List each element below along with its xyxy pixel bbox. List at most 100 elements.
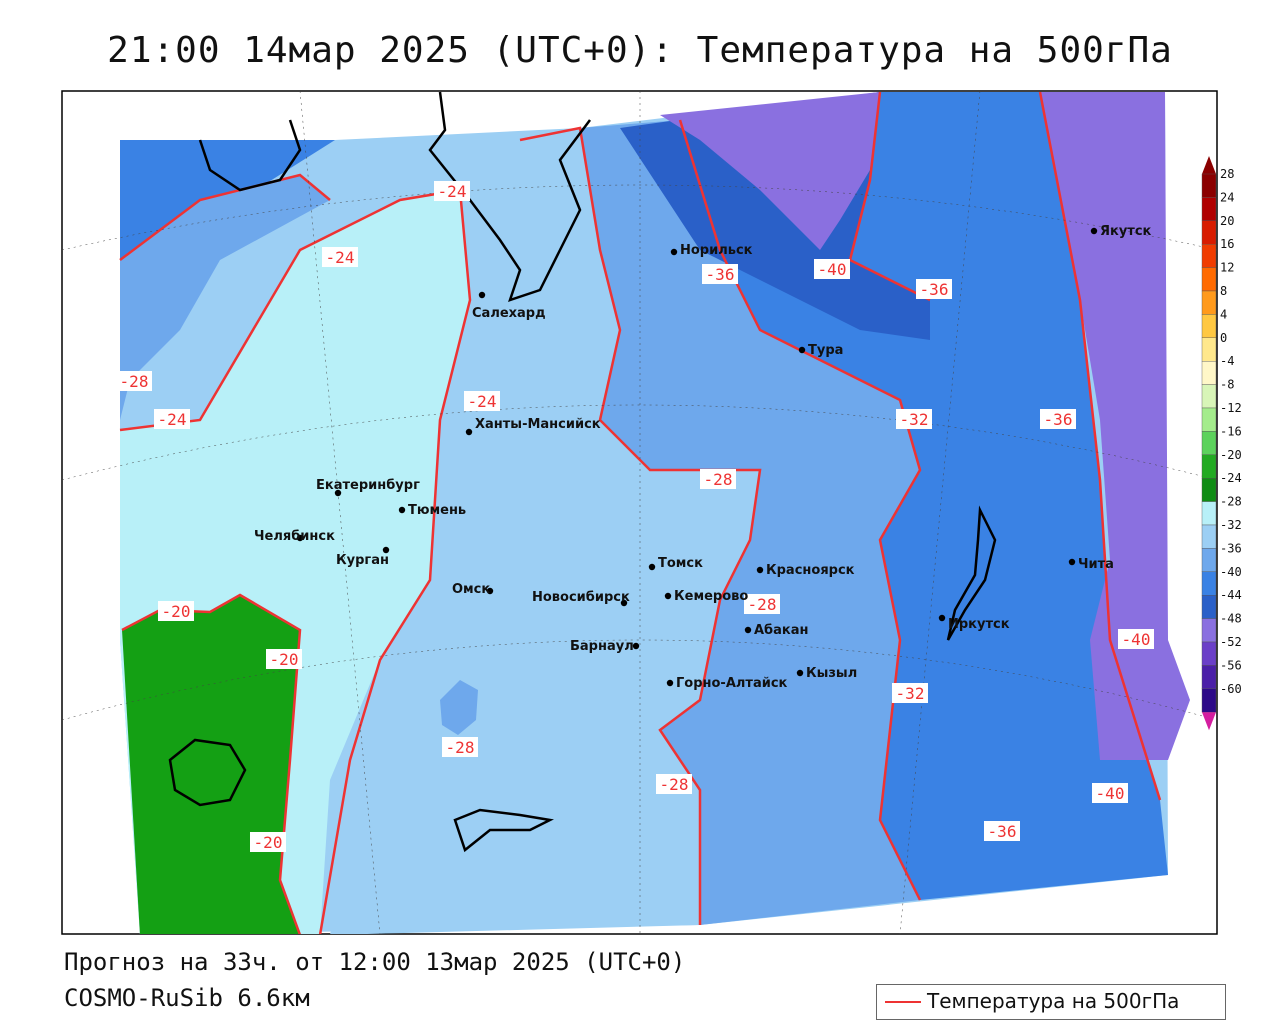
isotherm-label-bg	[702, 264, 738, 284]
isotherm-label: -24	[468, 392, 497, 411]
city-label: Горно-Алтайск	[676, 676, 788, 691]
isotherm-label-bg	[1118, 629, 1154, 649]
colorbar-swatch	[1201, 524, 1217, 549]
isotherm-label-bg	[250, 832, 286, 852]
isotherm-label-bg	[700, 469, 736, 489]
city-label: Иркутск	[948, 617, 1010, 632]
isotherm-label: -28	[704, 470, 733, 489]
colorbar-swatch	[1201, 337, 1217, 362]
colorbar-tick-label: 20	[1220, 214, 1234, 228]
colorbar-cap-top	[1202, 156, 1216, 174]
isotherm-label-bg	[984, 821, 1020, 841]
colorbar-tick-label: -12	[1220, 401, 1242, 415]
city-marker	[382, 546, 390, 554]
city-marker	[296, 534, 304, 542]
city-marker	[465, 428, 473, 436]
colorbar-tick-label: -16	[1220, 424, 1242, 438]
city-marker	[620, 599, 628, 607]
city-label: Кызыл	[806, 666, 857, 681]
colorbar-tick-label: 4	[1220, 307, 1227, 321]
colorbar-tick-label: -24	[1220, 471, 1242, 485]
colorbar-swatch	[1201, 290, 1217, 315]
colorbar-swatch	[1201, 571, 1217, 596]
colorbar-tick-label: -28	[1220, 495, 1242, 509]
colorbar-swatch	[1201, 431, 1217, 455]
colorbar-tick-label: 12	[1220, 261, 1234, 275]
isotherm-label: -32	[896, 684, 925, 703]
city-marker	[486, 587, 494, 595]
field-c44e	[1040, 92, 1190, 760]
isotherm-label-bg	[266, 649, 302, 669]
model-name: COSMO-RuSib 6.6км	[64, 984, 310, 1012]
city-marker	[798, 346, 806, 354]
isotherm-label: -20	[162, 602, 191, 621]
colorbar-swatch	[1201, 548, 1217, 573]
field-c28	[330, 128, 760, 934]
field-c44n	[660, 92, 880, 250]
city-marker	[632, 642, 640, 650]
isotherm-label: -24	[438, 182, 467, 201]
colorbar-tick-label: -4	[1220, 354, 1234, 368]
graticule	[62, 91, 1217, 934]
isotherm-label: -40	[818, 260, 847, 279]
colorbar-swatch	[1201, 501, 1217, 526]
isotherm-label: -40	[1096, 784, 1125, 803]
isotherm-label: -20	[270, 650, 299, 669]
isotherm-label: -20	[254, 833, 283, 852]
colorbar-tick-label: -44	[1220, 588, 1242, 602]
isotherm-label: -28	[120, 372, 149, 391]
isotherm-label: -28	[446, 738, 475, 757]
isotherm-label: -28	[660, 775, 689, 794]
colorbar-tick-label: -52	[1220, 635, 1242, 649]
city-label: Томск	[658, 556, 703, 571]
colorbar-tick-label: 28	[1220, 167, 1234, 181]
city-marker	[938, 614, 946, 622]
city-label: Чита	[1078, 557, 1114, 572]
city-label: Тюмень	[408, 503, 466, 518]
lake-1	[440, 680, 478, 735]
colorbar-swatch	[1201, 197, 1217, 221]
isotherm-label-bg	[1092, 783, 1128, 803]
isotherm-label: -36	[920, 280, 949, 299]
city-marker	[666, 679, 674, 687]
city-label: Красноярск	[766, 563, 855, 578]
field-nw	[120, 140, 335, 310]
map-fields	[62, 91, 1217, 934]
colorbar-tick-label: 0	[1220, 331, 1227, 345]
city-marker	[1068, 558, 1076, 566]
city-marker	[398, 506, 406, 514]
city-marker	[796, 669, 804, 677]
city-marker	[756, 566, 764, 574]
colorbar-swatch	[1201, 407, 1217, 432]
isotherm-label-bg	[892, 683, 928, 703]
colorbar-tick-label: -40	[1220, 565, 1242, 579]
city-label: Челябинск	[254, 529, 335, 544]
colorbar-swatch	[1201, 384, 1217, 409]
colorbar: 28 24 20 16 12 8 4 0 -4 -8 -12 -16 -20 -24 -28 -32 -36 -4…	[1201, 156, 1242, 731]
city-label: Барнаул	[570, 639, 634, 654]
isotherm-label-bg	[814, 259, 850, 279]
city-label: Абакан	[754, 623, 809, 638]
city-label: Салехард	[472, 306, 546, 321]
isotherm-label: -24	[158, 410, 187, 429]
legend-box: Температура на 500гПа	[876, 984, 1226, 1020]
colorbar-tick-label: 8	[1220, 284, 1227, 298]
isotherm-label-bg	[1040, 409, 1076, 429]
colorbar-swatch	[1201, 267, 1217, 292]
field-nw2	[120, 175, 330, 420]
colorbar-swatch	[1201, 243, 1217, 268]
colorbar-swatch	[1201, 688, 1217, 713]
city-marker	[478, 291, 486, 299]
city-marker	[648, 563, 656, 571]
field-green	[122, 595, 300, 934]
forecast-info: Прогноз на 33ч. от 12:00 13мар 2025 (UTC…	[64, 948, 686, 976]
isotherm-label-bg	[916, 279, 952, 299]
colorbar-cap-bottom	[1202, 712, 1216, 731]
colorbar-tick-label: -60	[1220, 682, 1242, 696]
legend-line	[885, 1001, 921, 1003]
colorbar-tick-label: -8	[1220, 378, 1234, 392]
field-c32	[580, 120, 920, 925]
city-label: Екатеринбург	[316, 478, 420, 493]
cities: Норильск Якутск Салехард Тура Ханты-Мансийск…	[254, 224, 1152, 691]
colorbar-swatch	[1201, 220, 1217, 245]
